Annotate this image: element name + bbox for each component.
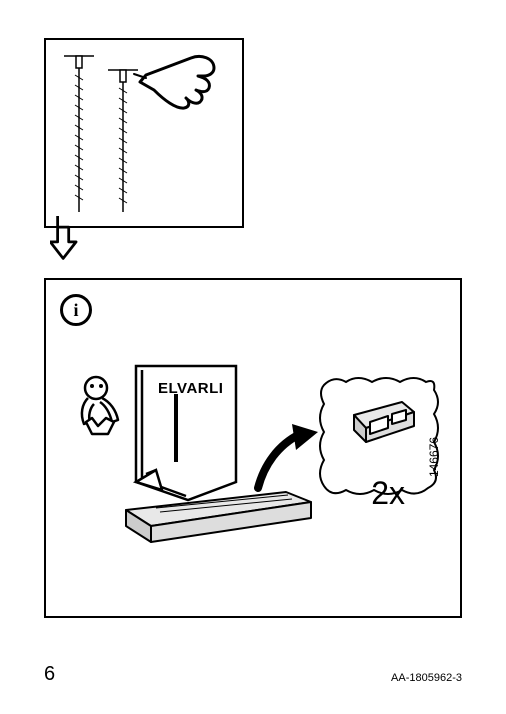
page-number: 6 — [44, 663, 55, 686]
info-icon-label: i — [73, 300, 78, 321]
flow-arrow-down-icon — [50, 216, 80, 264]
part-quantity: 2x — [371, 475, 405, 512]
panel-bottom-parts: i ELVARLI — [44, 278, 462, 618]
person-reading-icon — [74, 372, 134, 462]
info-icon: i — [60, 294, 92, 326]
instruction-page: i ELVARLI — [0, 0, 506, 714]
part-number: 146676 — [427, 437, 441, 477]
drilling-illustration — [46, 40, 242, 226]
document-id: AA-1805962-3 — [391, 672, 462, 684]
panel-top-drilling — [44, 38, 244, 228]
booklet-title: ELVARLI — [158, 380, 223, 397]
